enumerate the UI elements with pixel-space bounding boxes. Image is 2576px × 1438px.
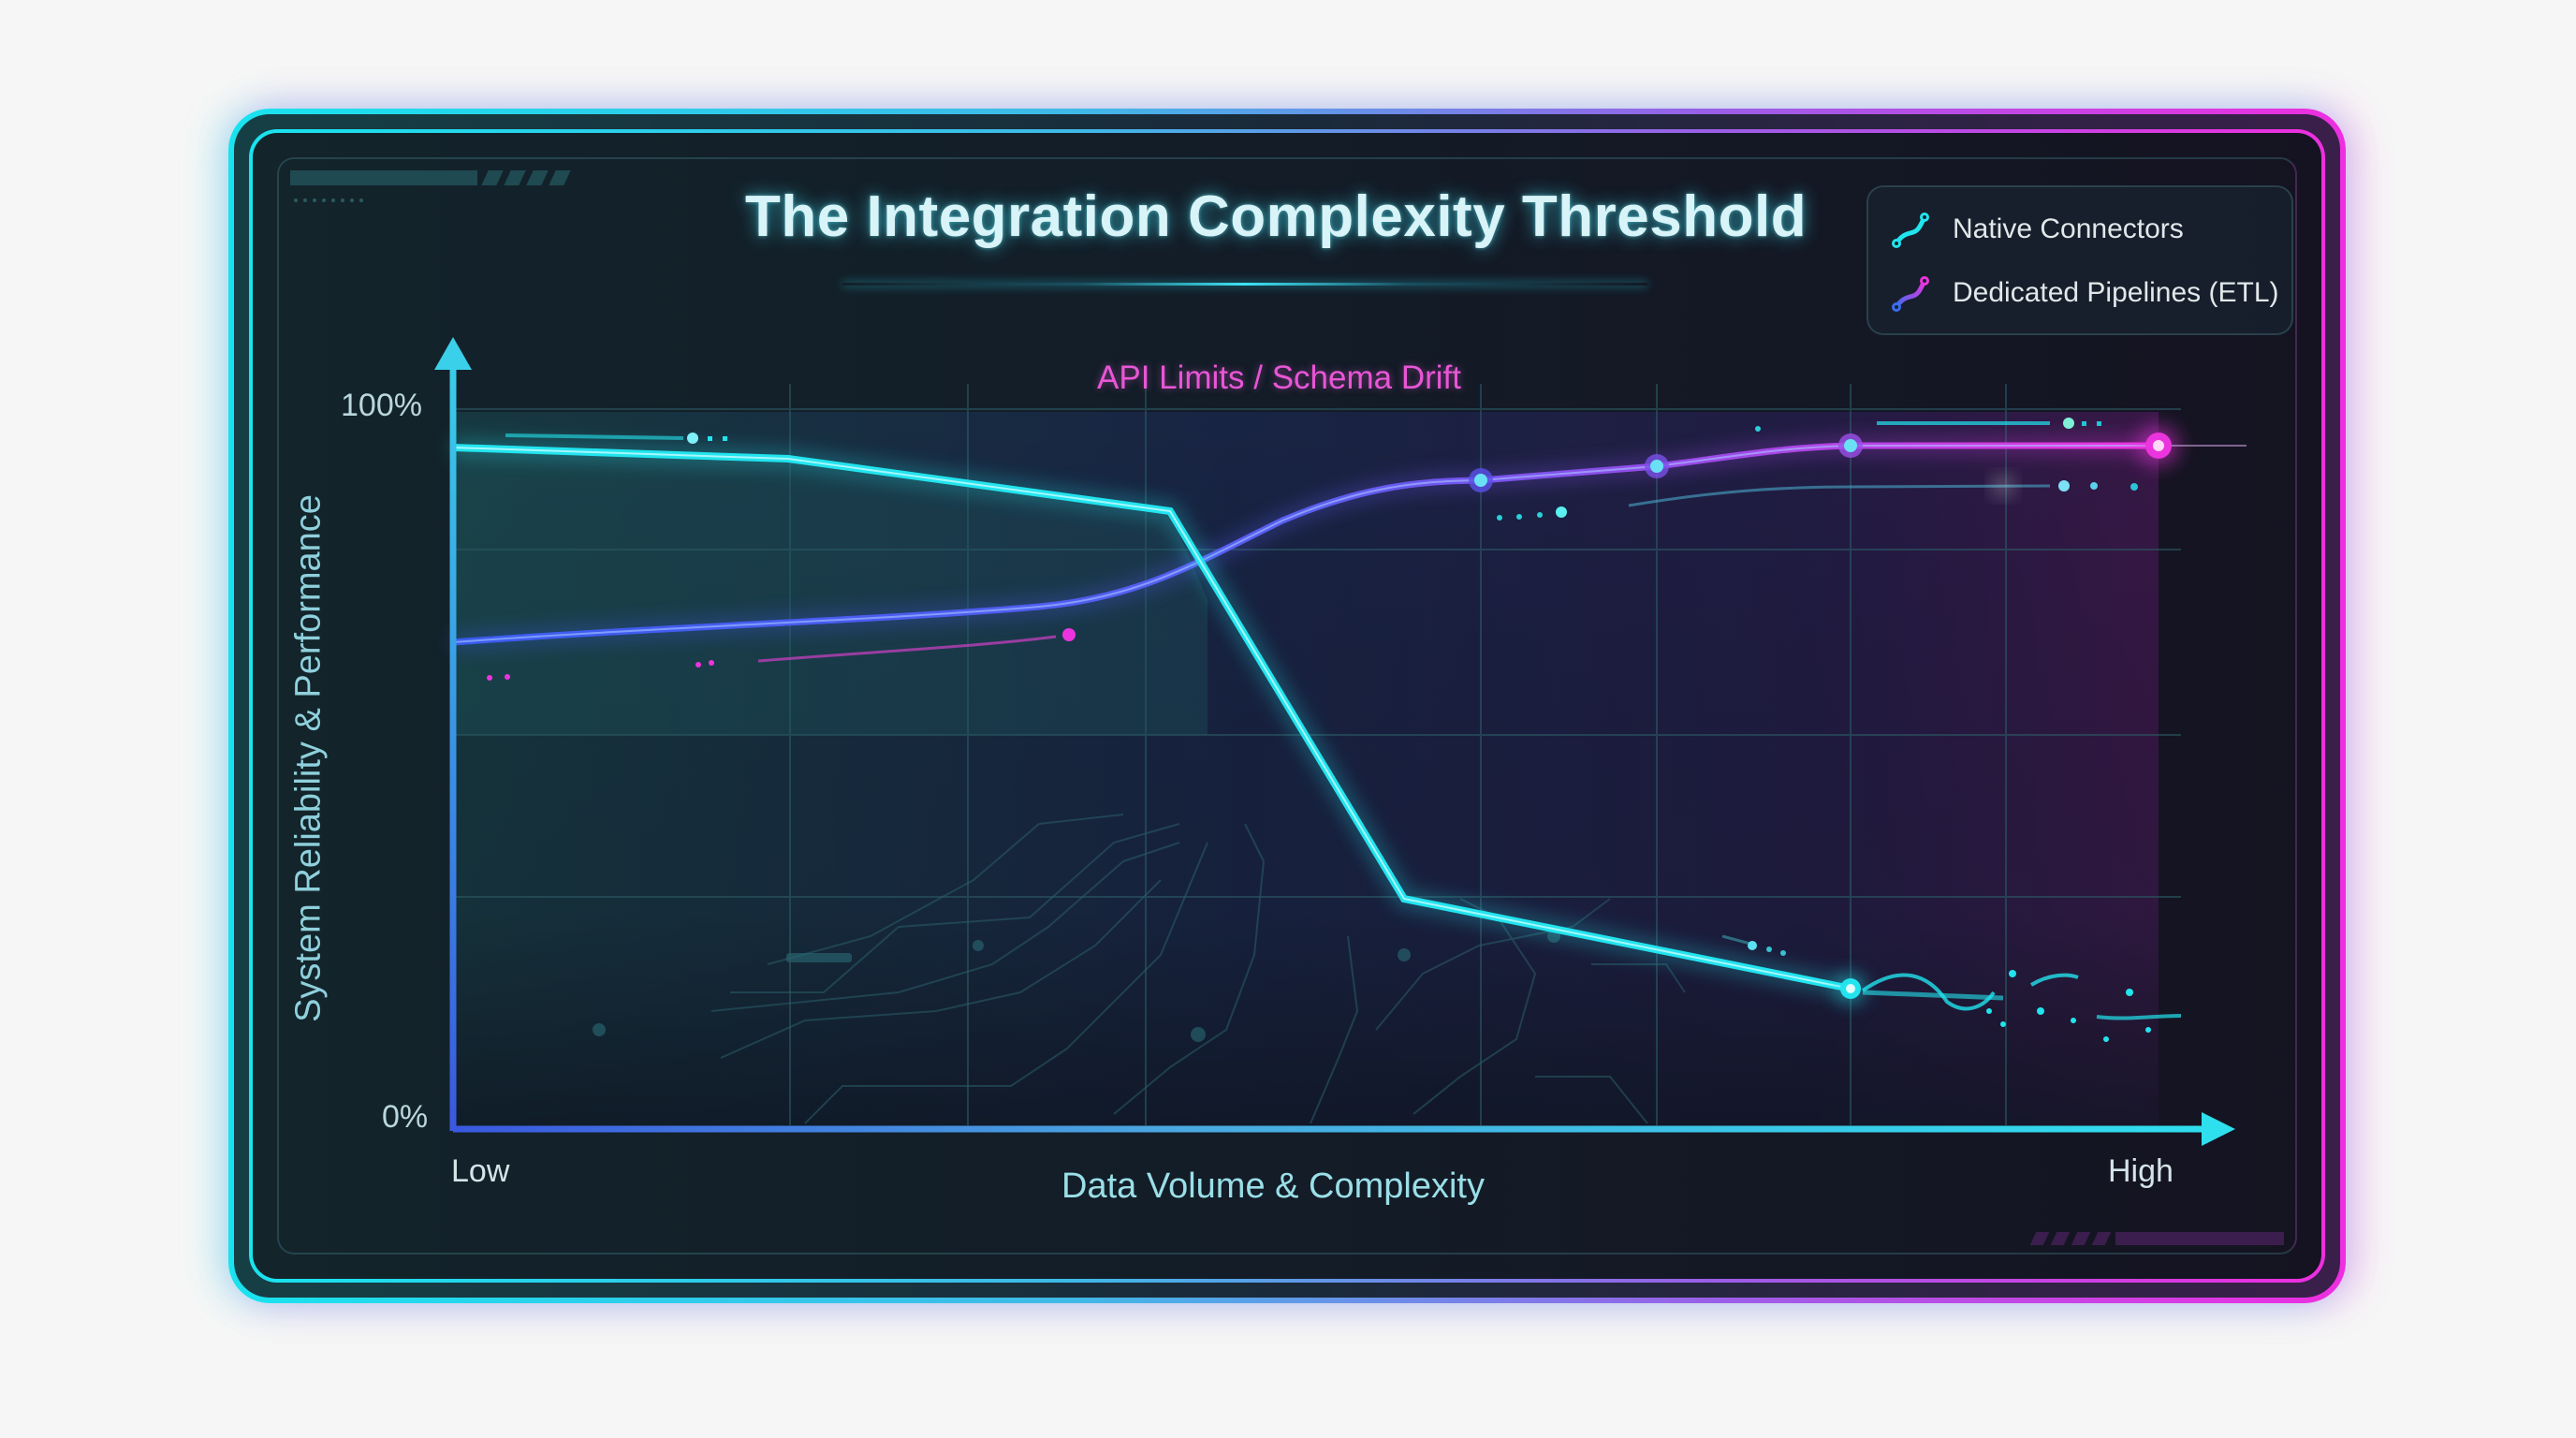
decorative-streaks — [487, 418, 2138, 956]
x-axis-label: Data Volume & Complexity — [1061, 1167, 1485, 1206]
x-tick-high: High — [2108, 1153, 2174, 1189]
decorative-bar — [290, 170, 477, 185]
legend-item-native-connectors: Native Connectors — [1887, 206, 2184, 253]
decorative-bar — [2115, 1232, 2284, 1245]
line-chart-icon — [1892, 276, 1929, 312]
panel-rim — [277, 157, 2297, 1255]
etl-markers — [1469, 425, 2247, 492]
y-axis-arrow-icon — [434, 337, 472, 370]
circuit-pattern — [710, 814, 1686, 1124]
title-underline — [842, 283, 1647, 286]
native-end-marker — [1836, 970, 2182, 1042]
legend-label: Dedicated Pipelines (ETL) — [1953, 277, 2279, 308]
x-axis-arrow-icon — [2202, 1112, 2235, 1146]
y-tick-0: 0% — [382, 1099, 429, 1135]
legend-label: Native Connectors — [1953, 213, 2184, 244]
chart-title: The Integration Complexity Threshold — [745, 184, 1808, 249]
x-tick-low: Low — [451, 1153, 510, 1189]
legend-item-dedicated-pipelines: Dedicated Pipelines (ETL) — [1887, 270, 2279, 316]
line-chart-icon — [1892, 213, 1929, 248]
y-tick-100: 100% — [341, 388, 422, 423]
decorative-dots — [294, 198, 363, 202]
threshold-label: API Limits / Schema Drift — [1097, 360, 1461, 396]
legend: Native Connectors Dedicated Pipelines (E… — [1866, 185, 2293, 335]
y-axis-label: System Reliability & Performance — [288, 494, 329, 1022]
